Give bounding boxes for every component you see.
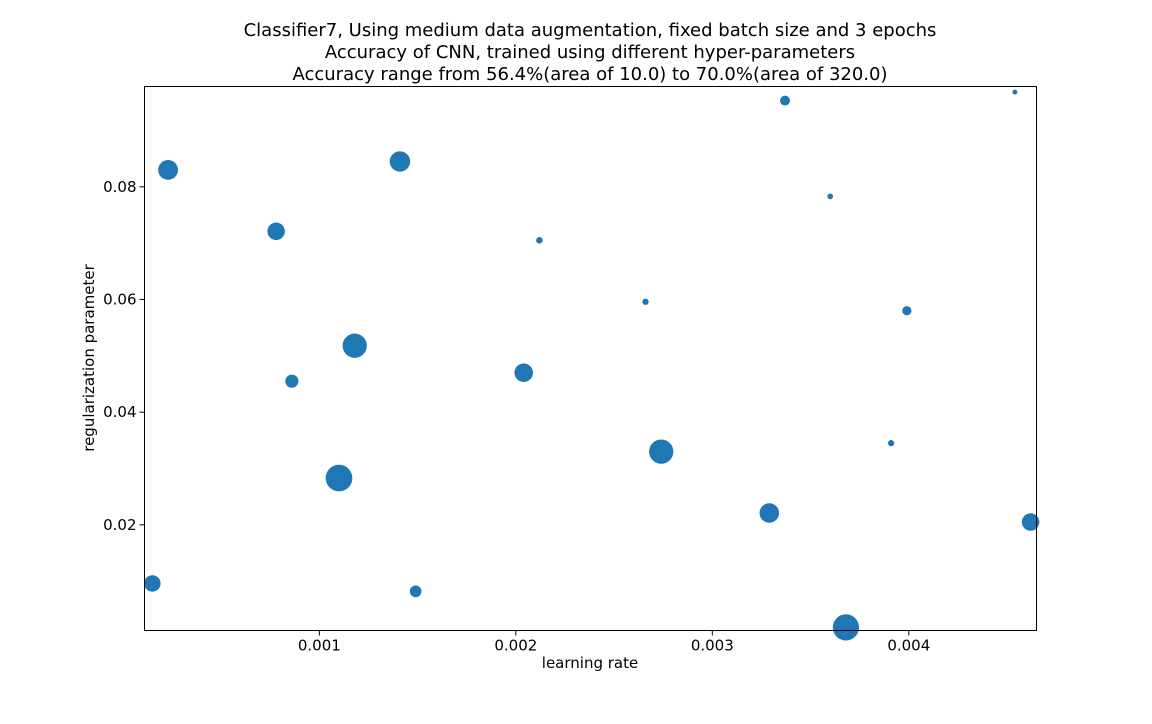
data-point-2 (158, 159, 178, 180)
y-tick-label-2: 0.04 (103, 403, 136, 421)
data-point-8 (409, 585, 422, 598)
plot-frame (144, 86, 1037, 631)
y-tick-label-1: 0.02 (103, 516, 136, 534)
data-point-11 (642, 298, 649, 305)
data-point-19 (1012, 89, 1018, 95)
title-line-3: Accuracy range from 56.4%(area of 10.0) … (292, 64, 887, 85)
data-point-6 (342, 333, 367, 358)
data-point-9 (514, 363, 533, 382)
x-tick-label-3: 0.003 (691, 637, 734, 655)
x-axis-ticks: 0.001 0.002 0.003 0.004 (298, 630, 930, 655)
chart-title: Classifier7, Using medium data augmentat… (244, 20, 937, 85)
data-point-15 (827, 193, 834, 200)
data-point-17 (887, 440, 895, 447)
x-tick-label-4: 0.004 (887, 637, 930, 655)
data-point-16 (832, 614, 860, 641)
x-tick-label-2: 0.002 (494, 637, 537, 655)
data-point-12 (649, 439, 674, 464)
data-point-18 (902, 306, 912, 316)
y-axis-label: regularization parameter (80, 263, 98, 451)
y-axis-ticks: 0.02 0.04 0.06 0.08 (103, 178, 145, 534)
data-point-1 (144, 575, 161, 592)
data-point-10 (536, 236, 543, 244)
x-tick-label-1: 0.001 (298, 637, 341, 655)
data-point-3 (267, 222, 285, 241)
data-point-4 (285, 374, 299, 388)
title-line-2: Accuracy of CNN, trained using different… (325, 42, 855, 63)
y-tick-label-3: 0.06 (103, 290, 136, 308)
y-tick-label-4: 0.08 (103, 178, 136, 196)
x-axis-label: learning rate (542, 654, 638, 672)
data-point-5 (325, 464, 353, 492)
data-point-14 (780, 95, 790, 106)
title-line-1: Classifier7, Using medium data augmentat… (244, 20, 937, 41)
data-point-7 (389, 151, 411, 172)
data-point-13 (759, 503, 780, 523)
data-point-20 (1021, 513, 1040, 531)
data-points (144, 89, 1040, 641)
